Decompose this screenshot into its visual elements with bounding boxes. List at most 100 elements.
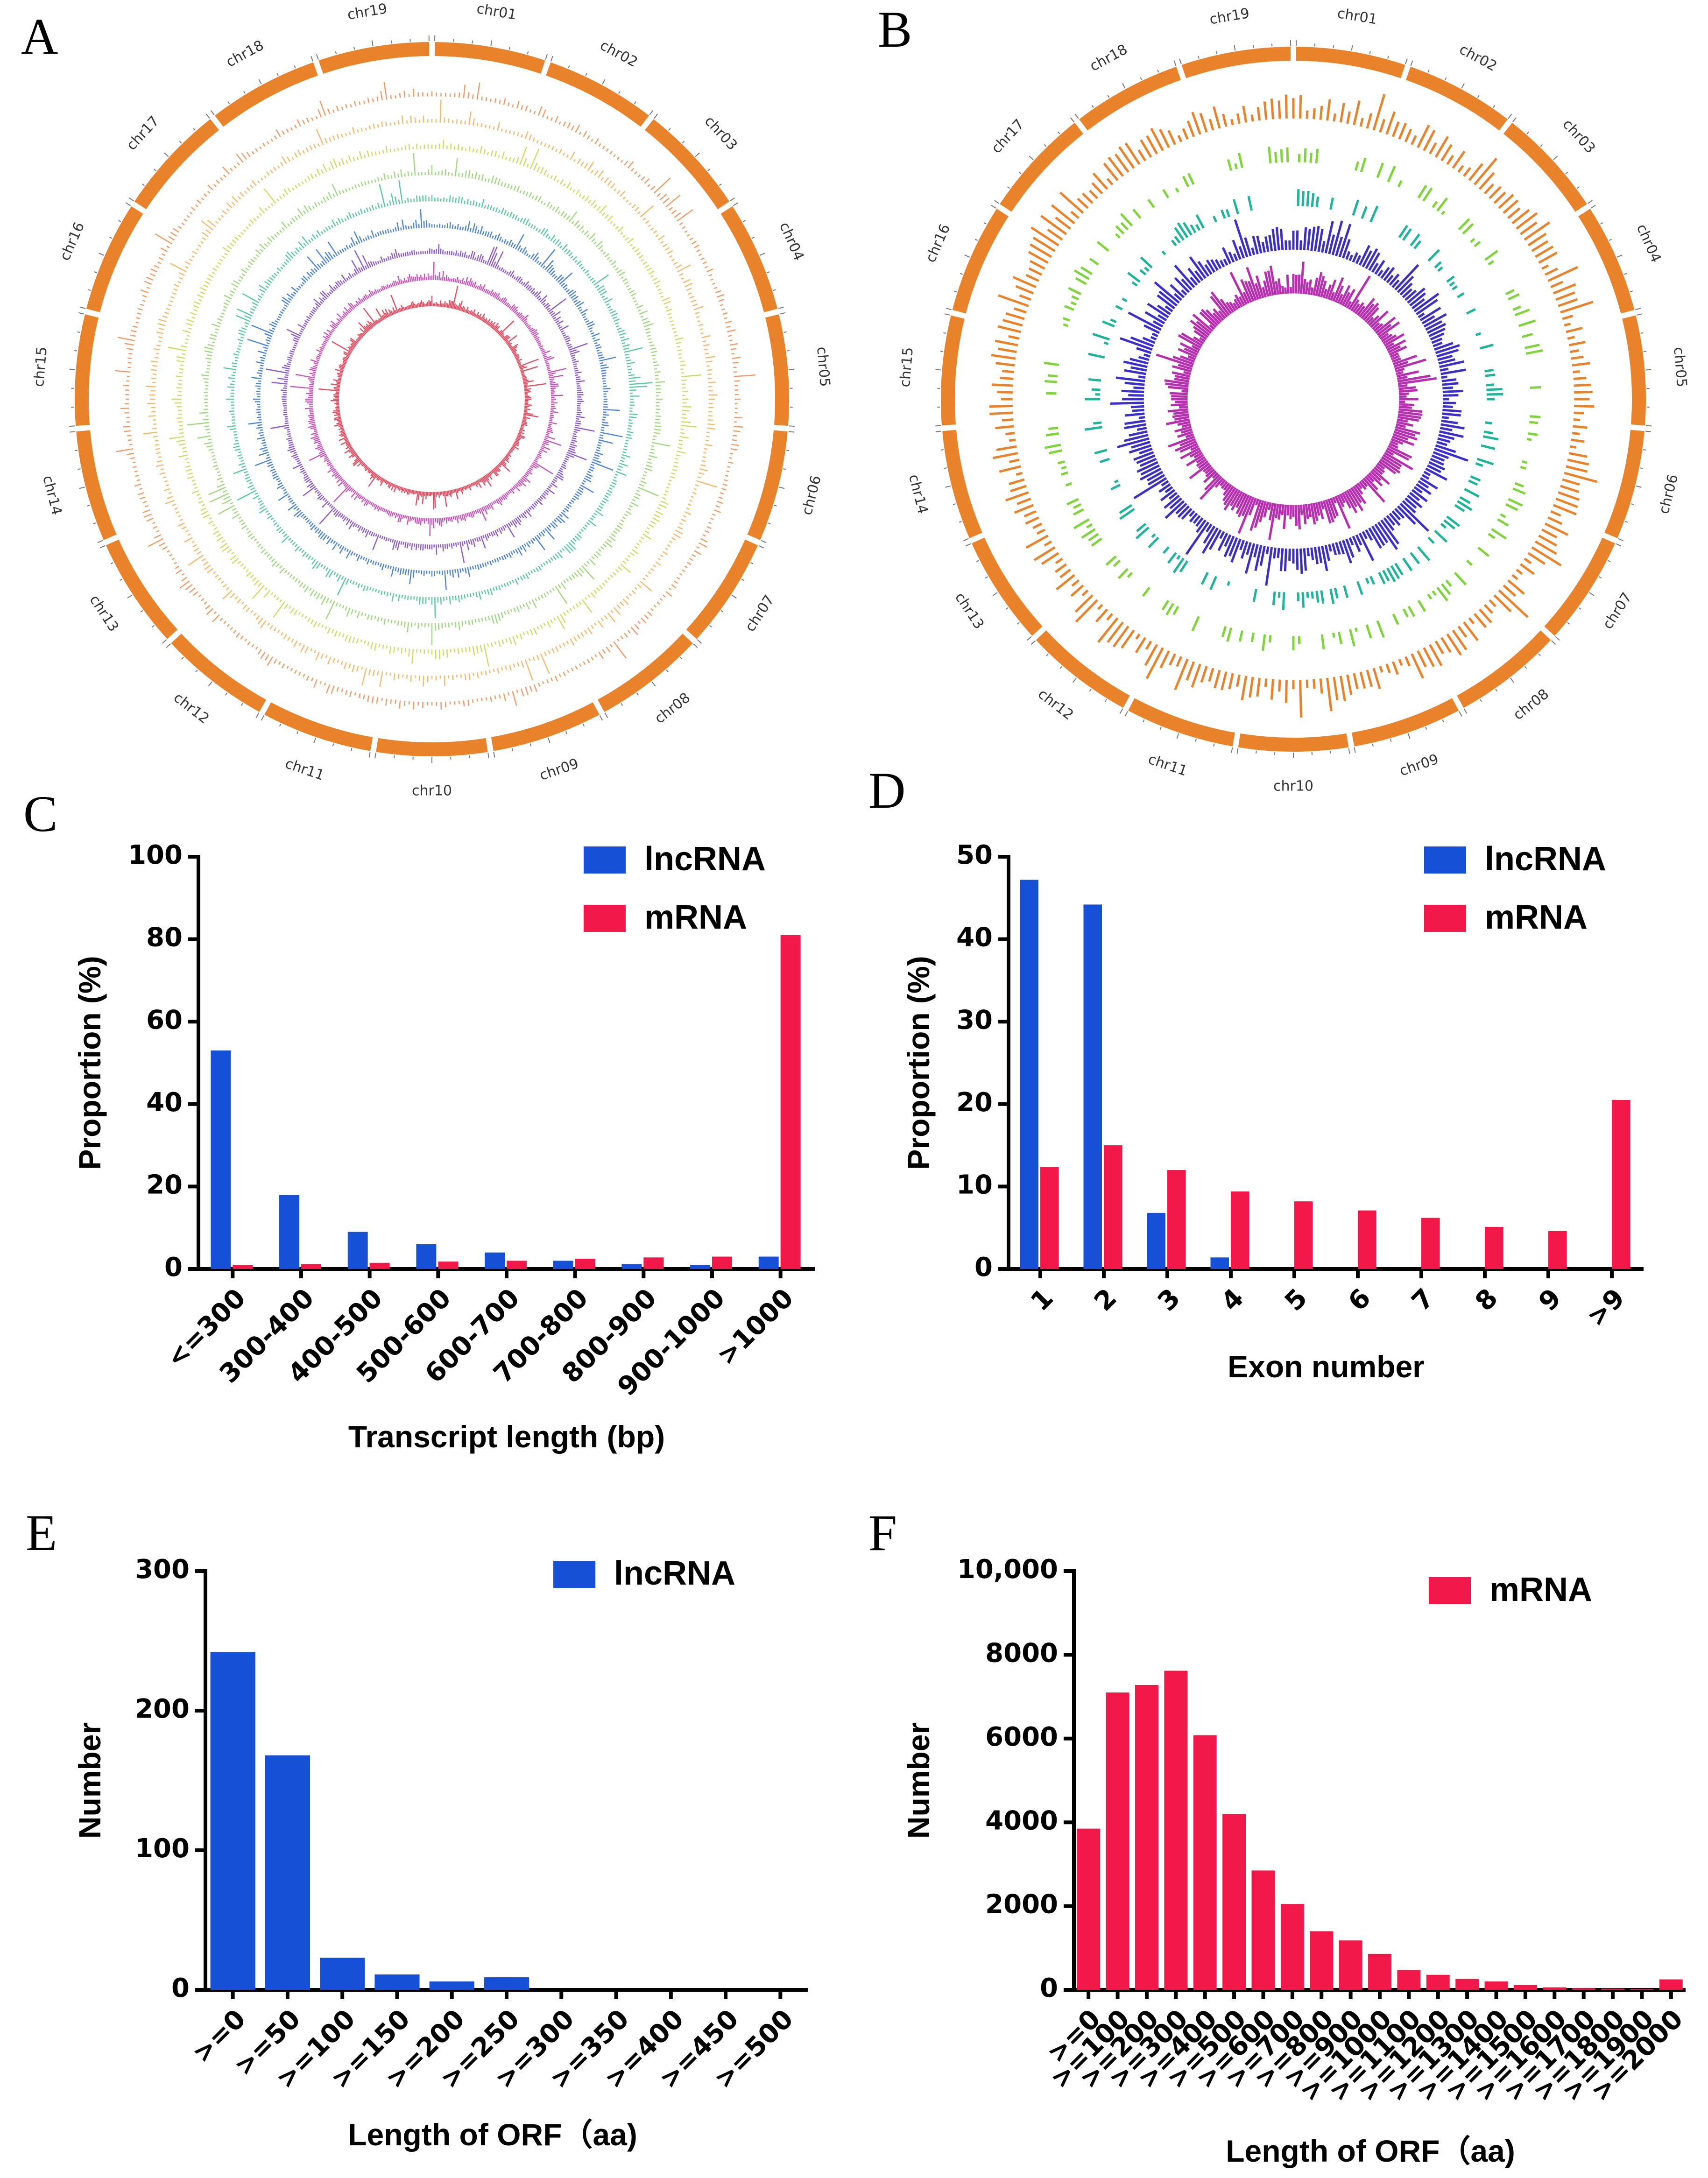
y-tick-label: 10 [956,1170,993,1200]
x-tick-label: 7 [1406,1283,1440,1318]
bar-lncRNA-3 [416,1244,437,1269]
x-axis-title: Length of ORF（aa) [348,2117,637,2152]
x-tick-label: 6 [1342,1283,1377,1318]
y-tick-label: 200 [135,1694,190,1724]
chromosome-label: chr19 [346,0,388,23]
chromosome-arc-chr16 [952,209,1009,314]
bar-mRNA-20 [1659,1979,1683,1990]
bar-lncRNA-0 [211,1050,231,1269]
chromosome-arc-chr14 [942,430,982,538]
y-tick-label: 40 [146,1087,183,1118]
chromosome-arc-chr04 [1578,209,1635,314]
chromosome-label: chr14 [39,474,65,517]
bar-lncRNA-3 [374,1974,420,1990]
bar-mRNA-0 [233,1265,253,1269]
bar-mRNA-7 [712,1256,732,1269]
chromosome-arc-chr07 [1544,537,1615,636]
bar-mRNA-14 [1484,1981,1508,1990]
y-tick-label: 2000 [985,1889,1058,1920]
x-tick-label: 3 [1152,1283,1186,1318]
x-axis-title: Length of ORF（aa) [1226,2134,1515,2168]
bar-mRNA-0 [1040,1167,1059,1269]
chromosome-label: chr19 [1208,5,1251,28]
bar-mRNA-17 [1572,1988,1595,1990]
chromosome-label: chr09 [537,755,581,784]
chart-c-transcript-length: 020406080100<=300300-400400-500500-60060… [72,840,815,1454]
y-tick-label: 50 [956,840,993,870]
legend-label-mRNA: mRNA [644,899,747,936]
bar-mRNA-10 [1368,1953,1391,1990]
bar-mRNA-6 [1421,1218,1440,1269]
circos-plot-a: chr01 chr02 chr03 chr04 chr05 chr06 chr07 chr08… [31,0,833,799]
bar-mRNA-12 [1426,1974,1450,1990]
chromosome-label: chr08 [1510,686,1552,723]
bar-mRNA-8 [1548,1231,1567,1269]
bar-lncRNA-7 [690,1265,710,1269]
chromosome-arc-chr18 [214,62,318,127]
y-axis-title: Number [72,1722,107,1839]
chromosome-arc-chr02 [1405,66,1508,131]
chromosome-arc-chr08 [597,634,693,712]
y-tick-label: 60 [146,1005,183,1035]
chromosome-label: chr08 [652,690,693,727]
chromosome-label: chr11 [283,755,326,784]
panel-letter-b: B [878,1,912,58]
y-tick-label: 30 [956,1005,993,1035]
chromosome-label: chr12 [170,690,212,727]
chromosome-arc-chr06 [1604,430,1644,538]
chromosome-arc-chr15 [74,314,99,426]
bar-lncRNA-6 [621,1264,642,1269]
chromosome-arc-chr17 [1000,122,1084,212]
legend-label-lncRNA: lncRNA [1485,840,1606,878]
legend-label-mRNA: mRNA [1485,899,1588,936]
chromosome-label: chr13 [952,590,987,632]
chromosome-arc-chr15 [941,315,965,426]
chromosome-arc-chr06 [747,430,788,540]
bar-mRNA-4 [1294,1201,1313,1269]
chromosome-label: chr07 [742,592,777,634]
bar-mRNA-16 [1543,1987,1567,1990]
chromosome-label: chr02 [1456,41,1499,75]
chromosome-label: chr11 [1146,751,1189,780]
bar-lncRNA-5 [484,1977,529,1990]
bar-mRNA-2 [1135,1685,1158,1990]
bar-lncRNA-1 [265,1755,310,1990]
y-tick-label: 10,000 [957,1554,1058,1585]
y-tick-label: 0 [974,1252,993,1283]
chromosome-label: chr15 [31,346,50,388]
legend-swatch-lncRNA [553,1561,595,1588]
bar-mRNA-6 [1251,1870,1275,1990]
chromosome-arc-chr08 [1457,630,1551,708]
bar-mRNA-4 [507,1261,527,1269]
chromosome-arc-chr03 [1503,122,1587,212]
bar-mRNA-6 [643,1257,664,1269]
y-tick-label: 40 [956,923,993,953]
legend-label-mRNA: mRNA [1489,1571,1592,1608]
x-axis-title: Exon number [1228,1349,1425,1384]
chart-f-mrna-orf: 0200040006000800010,000>=0>=100>=200>=30… [901,1554,1689,2168]
bar-mRNA-5 [1358,1210,1376,1269]
y-tick-label: 100 [128,840,183,870]
bar-mRNA-0 [1077,1828,1101,1990]
chromosome-label: chr04 [776,220,807,263]
chromosome-label: chr03 [701,113,741,154]
bar-mRNA-1 [1106,1692,1129,1990]
chromosome-label: chr12 [1035,686,1076,723]
y-tick-label: 4000 [985,1805,1058,1836]
bar-lncRNA-0 [210,1652,255,1990]
x-tick-label: 1 [1025,1283,1059,1318]
chart-e-lncrna-orf: 0100200300>=0>=50>=100>=150>=200>=250>=3… [72,1554,808,2152]
bar-lncRNA-4 [485,1252,505,1269]
bar-mRNA-9 [1339,1940,1362,1990]
y-tick-label: 80 [146,923,183,953]
chromosome-label: chr18 [224,37,267,71]
chromosome-label: chr03 [1559,116,1598,157]
chromosome-arc-chr16 [86,206,143,312]
chromosome-arc-chr18 [1079,66,1181,131]
legend-label-lncRNA: lncRNA [644,840,766,878]
panel-letter-d: D [868,762,905,819]
chromosome-label: chr06 [1656,473,1681,516]
y-tick-label: 0 [164,1252,183,1283]
panel-letter-c: C [23,785,57,842]
